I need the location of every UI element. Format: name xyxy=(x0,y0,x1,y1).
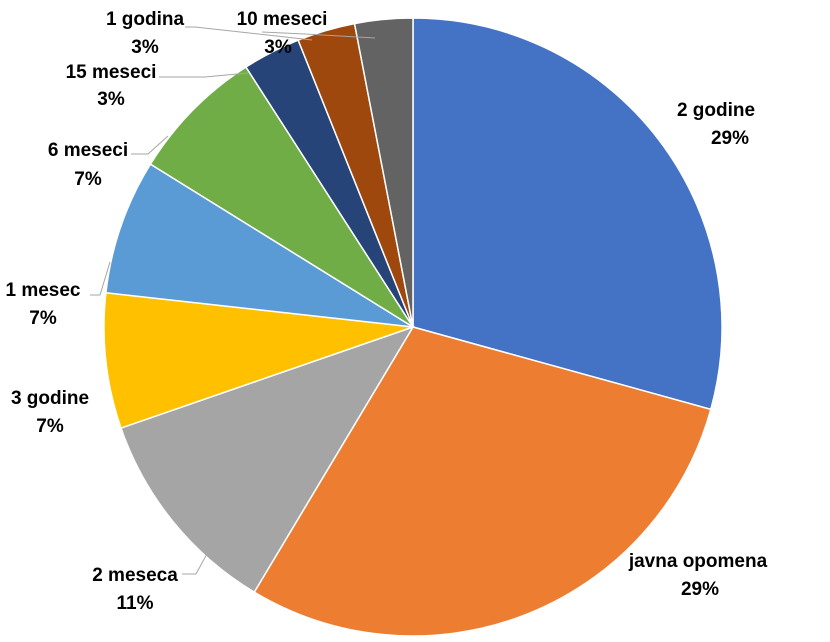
slice-label-10-meseci: 10 meseci xyxy=(237,9,328,30)
slice-label-2-meseca: 2 meseca xyxy=(92,565,178,586)
pie-slice-1-mesec xyxy=(105,163,414,328)
slice-value-3-godine: 7% xyxy=(36,416,64,437)
leader-line-6-meseci xyxy=(131,135,169,155)
pie-slice-3-godine xyxy=(103,291,414,430)
leader-line-2-meseca xyxy=(182,540,215,575)
slice-value-1-godina: 3% xyxy=(131,37,159,58)
slice-value-1-mesec: 7% xyxy=(29,308,57,329)
pie-slice-2-meseca xyxy=(120,325,415,594)
leader-line-1-mesec xyxy=(90,261,111,296)
pie-slice-javna-opomena xyxy=(253,326,712,637)
pie-slice-2-godine xyxy=(412,17,723,411)
pie-slice-6-meseci xyxy=(149,66,414,328)
slice-label-15-meseci: 15 meseci xyxy=(66,62,157,83)
slice-label-1-mesec: 1 mesec xyxy=(5,280,80,301)
slice-label-2-godine: 2 godine xyxy=(677,100,755,121)
slice-label-javna-opomena: javna opomena xyxy=(628,551,768,572)
slice-value-2-meseca: 11% xyxy=(117,593,154,614)
slice-label-1-godina: 1 godina xyxy=(106,9,185,30)
slice-value-2-godine: 29% xyxy=(711,128,749,149)
leader-line-10-meseci xyxy=(261,31,376,39)
slice-value-javna-opomena: 29% xyxy=(681,579,719,600)
slice-value-6-meseci: 7% xyxy=(74,169,102,190)
leader-line-1-godina xyxy=(185,26,313,41)
slice-value-10-meseci: 3% xyxy=(264,37,292,58)
pie-slice-10-meseci xyxy=(353,17,414,328)
slice-label-6-meseci: 6 meseci xyxy=(48,140,128,161)
slice-label-3-godine: 3 godine xyxy=(11,388,89,409)
slice-value-15-meseci: 3% xyxy=(97,89,125,110)
leader-line-15-meseci xyxy=(159,72,249,78)
